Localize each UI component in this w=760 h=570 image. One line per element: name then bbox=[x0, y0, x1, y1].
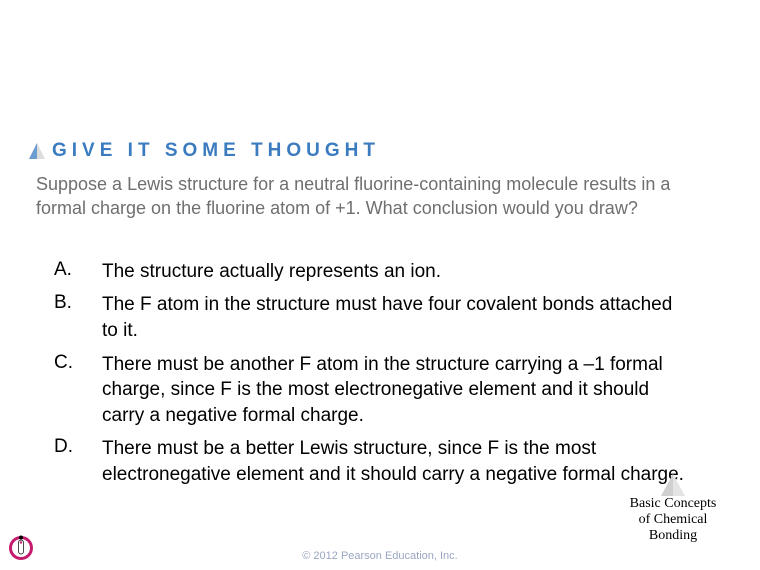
options-list: A. The structure actually represents an … bbox=[54, 259, 692, 488]
heading-text: GIVE IT SOME THOUGHT bbox=[52, 140, 380, 162]
option-text: There must be another F atom in the stru… bbox=[102, 352, 692, 429]
option-letter: B. bbox=[54, 292, 102, 314]
option-a: A. The structure actually represents an … bbox=[54, 259, 692, 285]
option-letter: C. bbox=[54, 352, 102, 374]
question-text: Suppose a Lewis structure for a neutral … bbox=[36, 172, 724, 221]
option-d: D. There must be a better Lewis structur… bbox=[54, 436, 692, 487]
copyright-text: © 2012 Pearson Education, Inc. bbox=[0, 550, 760, 562]
option-letter: D. bbox=[54, 436, 102, 458]
slide-content: GIVE IT SOME THOUGHT Suppose a Lewis str… bbox=[28, 140, 732, 496]
triangle-icon bbox=[608, 472, 738, 498]
brand-line3: Bonding bbox=[608, 528, 738, 544]
option-b: B. The F atom in the structure must have… bbox=[54, 292, 692, 343]
chapter-brand: Basic Concepts of Chemical Bonding bbox=[608, 472, 738, 544]
option-text: The F atom in the structure must have fo… bbox=[102, 292, 692, 343]
option-letter: A. bbox=[54, 259, 102, 281]
option-text: There must be a better Lewis structure, … bbox=[102, 436, 692, 487]
brand-line1: Basic Concepts bbox=[608, 496, 738, 512]
heading-row: GIVE IT SOME THOUGHT bbox=[28, 140, 732, 162]
option-c: C. There must be another F atom in the s… bbox=[54, 352, 692, 429]
triangle-icon bbox=[28, 142, 46, 160]
brand-line2: of Chemical bbox=[608, 512, 738, 528]
option-text: The structure actually represents an ion… bbox=[102, 259, 692, 285]
iclicker-icon bbox=[8, 534, 34, 562]
